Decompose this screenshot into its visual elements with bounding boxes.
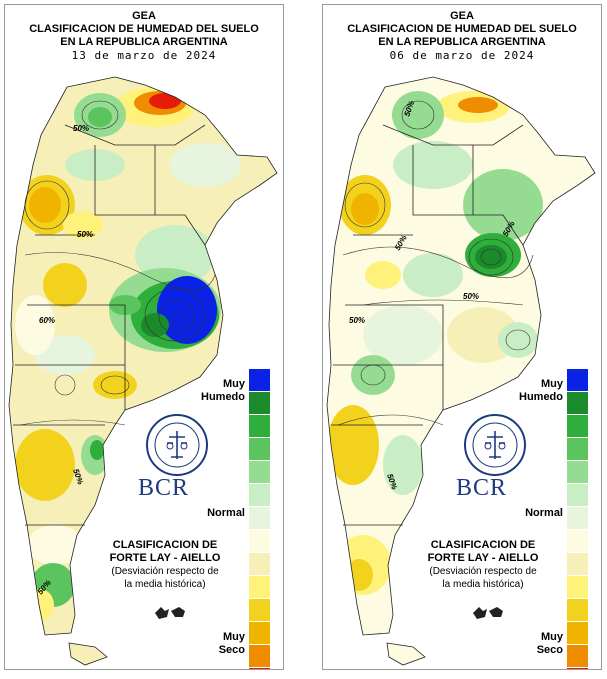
legend-label-line: Humedo — [519, 391, 563, 403]
legend-label-line: Muy — [223, 631, 245, 643]
legend-swatch — [567, 529, 588, 552]
legend-label-line: Seco — [536, 644, 563, 656]
caption-line: CLASIFICACION DE — [112, 539, 218, 551]
title-line-1: GEA — [132, 10, 156, 22]
caption-line: FORTE LAY - AIELLO — [109, 552, 221, 564]
legend-swatch — [567, 437, 588, 460]
legend-swatch — [249, 391, 270, 414]
legend-swatch — [249, 621, 270, 644]
argentina-moisture-map: 50% 50% 60% 50% 50% — [8, 76, 278, 666]
contour-label: 50% — [77, 230, 93, 239]
classification-caption: CLASIFICACION DE FORTE LAY - AIELLO (Des… — [95, 539, 235, 591]
legend-label-normal: Normal — [207, 507, 245, 519]
legend-label-muy-seco: Muy Seco — [505, 631, 563, 657]
soil-moisture-map-13-march: 50% 50% 60% 50% 50% GEA CLASIFICACION DE… — [4, 4, 284, 670]
legend-swatch — [249, 460, 270, 483]
title-line-2: CLASIFICACION DE HUMEDAD DEL SUELO — [29, 23, 259, 35]
legend-swatch — [567, 483, 588, 506]
legend-swatch — [249, 552, 270, 575]
legend-label-line: Muy — [223, 378, 245, 390]
legend-label-muy-humedo: Muy Humedo — [505, 378, 563, 404]
caption-line: CLASIFICACION DE — [430, 539, 536, 551]
legend-swatch — [249, 667, 270, 669]
legend-swatch — [249, 529, 270, 552]
legend-label-line: Humedo — [201, 391, 245, 403]
legend-label-muy-humedo: Muy Humedo — [187, 378, 245, 404]
caption-line: la media histórica) — [442, 579, 524, 590]
legend-swatch — [249, 437, 270, 460]
argentina-moisture-map: 50% 50% 50% 50% 50% 50% — [326, 76, 596, 666]
legend-swatch — [249, 644, 270, 667]
contour-label: 50% — [73, 124, 89, 133]
legend-label-normal: Normal — [525, 507, 563, 519]
bcr-seal-logo — [464, 414, 526, 476]
bcr-logo: BCR — [138, 475, 190, 501]
title-line-3: EN LA REPUBLICA ARGENTINA — [378, 36, 546, 48]
legend-swatch — [249, 414, 270, 437]
caption-line: (Desviación respecto de — [429, 566, 537, 577]
legend-swatch — [567, 575, 588, 598]
contour-label: 60% — [39, 316, 55, 325]
legend-swatch — [567, 621, 588, 644]
title-line-1: GEA — [450, 10, 474, 22]
bcr-seal-logo — [146, 414, 208, 476]
title-line-3: EN LA REPUBLICA ARGENTINA — [60, 36, 228, 48]
legend-swatch — [249, 575, 270, 598]
legend-swatch — [567, 644, 588, 667]
contour-label: 50% — [349, 316, 365, 325]
contour-label: 50% — [463, 292, 479, 301]
caption-line: FORTE LAY - AIELLO — [427, 552, 539, 564]
legend-label-line: Seco — [218, 644, 245, 656]
legend-swatch — [567, 598, 588, 621]
legend-swatch — [249, 483, 270, 506]
malvinas-islands-shape — [155, 607, 185, 619]
legend-swatch — [567, 414, 588, 437]
legend-swatch — [249, 368, 270, 391]
title-line-2: CLASIFICACION DE HUMEDAD DEL SUELO — [347, 23, 577, 35]
tierra-del-fuego-shape — [68, 642, 108, 666]
map-date: 13 de marzo de 2024 — [71, 49, 217, 62]
legend-swatch — [567, 552, 588, 575]
legend-swatch — [567, 667, 588, 669]
malvinas-islands-shape — [473, 607, 503, 619]
map-date: 06 de marzo de 2024 — [389, 49, 535, 62]
legend-label-line: Muy — [541, 631, 563, 643]
map-title: GEA CLASIFICACION DE HUMEDAD DEL SUELO E… — [323, 10, 601, 62]
legend-swatch — [249, 506, 270, 529]
color-legend — [567, 368, 588, 669]
legend-swatch — [567, 460, 588, 483]
legend-swatch — [567, 391, 588, 414]
legend-label-muy-seco: Muy Seco — [187, 631, 245, 657]
tierra-del-fuego-shape — [386, 642, 426, 666]
legend-label-line: Muy — [541, 378, 563, 390]
soil-moisture-map-06-march: 50% 50% 50% 50% 50% 50% GEA CLASIFICACIO… — [322, 4, 602, 670]
bcr-logo: BCR — [456, 475, 508, 501]
legend-swatch — [567, 368, 588, 391]
caption-line: (Desviación respecto de — [111, 566, 219, 577]
caption-line: la media histórica) — [124, 579, 206, 590]
legend-swatch — [567, 506, 588, 529]
color-legend — [249, 368, 270, 669]
map-title: GEA CLASIFICACION DE HUMEDAD DEL SUELO E… — [5, 10, 283, 62]
legend-swatch — [249, 598, 270, 621]
classification-caption: CLASIFICACION DE FORTE LAY - AIELLO (Des… — [413, 539, 553, 591]
